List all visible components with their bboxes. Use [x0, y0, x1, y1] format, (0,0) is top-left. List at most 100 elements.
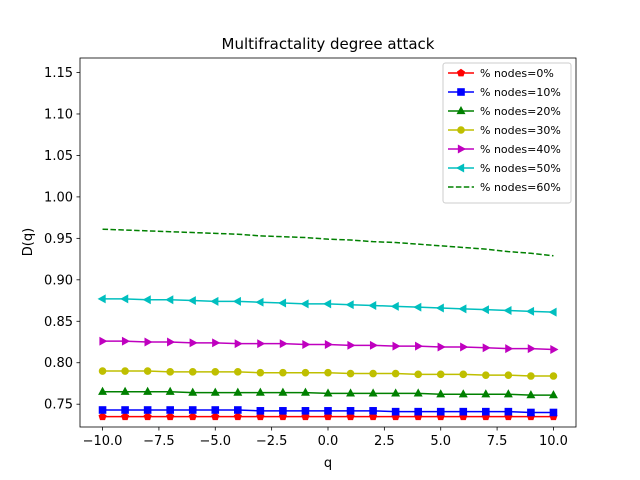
data-point [368, 388, 378, 397]
series-6 [102, 228, 554, 257]
data-point [504, 371, 513, 379]
data-point [437, 342, 446, 352]
data-point [458, 304, 467, 314]
data-point [368, 301, 377, 310]
data-point [436, 370, 445, 379]
x-tick-label: 2.5 [374, 434, 395, 449]
y-tick-label: 1.15 [44, 66, 73, 81]
legend-label: % nodes=20% [480, 105, 561, 118]
x-tick-label: −10.0 [83, 434, 123, 449]
data-point [143, 412, 152, 421]
legend-marker [456, 163, 465, 173]
data-point [277, 298, 287, 308]
data-point [188, 406, 197, 414]
data-point [480, 305, 489, 315]
data-point [414, 370, 422, 379]
y-tick-label: 1.05 [44, 149, 73, 164]
data-point [324, 340, 333, 349]
data-point [189, 338, 198, 348]
data-point [121, 412, 130, 421]
data-point [232, 296, 241, 306]
y-tick-label: 1.00 [44, 190, 73, 205]
data-point [413, 302, 422, 312]
data-point [211, 368, 220, 376]
data-point [302, 340, 311, 349]
y-tick-label: 1.10 [44, 107, 73, 122]
data-point [482, 343, 491, 353]
data-point [144, 337, 153, 347]
x-tick-label: 10.0 [539, 434, 568, 449]
legend-item: % nodes=60% [448, 181, 561, 194]
data-point [436, 407, 445, 416]
y-tick-label: 0.85 [44, 315, 73, 330]
data-point [482, 407, 490, 416]
data-series-group [97, 228, 559, 421]
series-0 [98, 412, 558, 421]
data-point [391, 388, 401, 397]
data-point [324, 407, 332, 415]
data-point [346, 412, 355, 421]
data-point [165, 295, 174, 305]
data-point [482, 371, 490, 379]
data-point [346, 388, 356, 397]
data-point [165, 386, 175, 395]
x-axis-label: q [324, 456, 332, 471]
data-point [234, 406, 242, 414]
series-5 [97, 294, 557, 317]
x-tick-label: 5.0 [430, 434, 451, 449]
data-point [98, 367, 107, 375]
legend-marker [456, 68, 466, 77]
data-point [346, 407, 355, 415]
data-point [98, 386, 108, 395]
data-point [212, 338, 221, 348]
data-point [142, 295, 151, 305]
data-point [166, 412, 175, 421]
x-tick-label: −7.5 [143, 434, 175, 449]
data-point [166, 368, 174, 376]
data-point [256, 412, 265, 421]
data-point [257, 339, 266, 349]
data-point [503, 389, 513, 398]
legend-item: % nodes=50% [448, 162, 561, 175]
data-point [414, 407, 422, 416]
data-point [300, 299, 309, 309]
data-point [369, 412, 378, 421]
series-2 [98, 386, 558, 399]
data-point [548, 390, 558, 399]
legend-item: % nodes=30% [448, 124, 561, 137]
legend-item: % nodes=0% [448, 67, 554, 80]
x-tick-label: 7.5 [487, 434, 508, 449]
x-tick-label: −2.5 [256, 434, 288, 449]
data-point [458, 389, 468, 398]
data-point [98, 406, 107, 414]
data-point [527, 408, 535, 417]
data-point [210, 296, 219, 306]
data-point [369, 407, 377, 415]
data-point [503, 306, 512, 315]
legend-marker [457, 126, 465, 134]
y-tick-label: 0.75 [44, 398, 73, 413]
data-point [345, 300, 354, 310]
y-axis-label: D(q) [21, 228, 36, 256]
data-point [390, 301, 399, 311]
data-point [97, 294, 106, 304]
data-point [301, 368, 310, 377]
data-point [527, 372, 535, 380]
legend-label: % nodes=30% [480, 124, 561, 137]
data-point [234, 339, 243, 349]
data-point [525, 306, 535, 316]
data-point [481, 389, 491, 398]
x-tick-label: 0.0 [318, 434, 339, 449]
data-point [301, 407, 310, 415]
legend: % nodes=0% % nodes=10% % nodes=20% % nodes=… [442, 62, 572, 204]
y-tick-label: 0.90 [44, 273, 73, 288]
legend-label: % nodes=0% [480, 67, 554, 80]
data-point [121, 336, 131, 346]
legend-marker [457, 88, 465, 96]
data-point [526, 390, 536, 399]
data-point [323, 299, 332, 309]
series-1 [98, 406, 558, 417]
legend-item: % nodes=20% [448, 105, 561, 118]
data-point [460, 342, 469, 352]
